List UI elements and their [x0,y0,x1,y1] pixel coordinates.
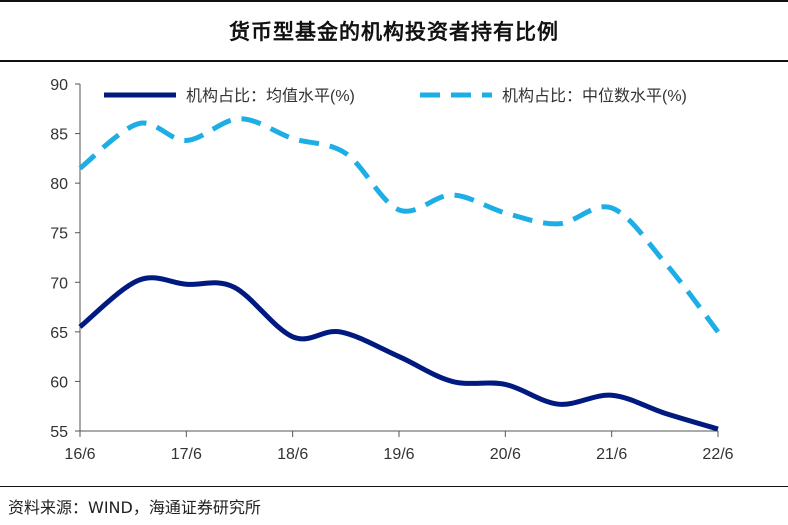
y-tick-label: 70 [50,275,68,292]
x-tick-label: 21/6 [596,446,627,463]
chart-title: 货币型基金的机构投资者持有比例 [229,20,559,44]
x-tick-label: 22/6 [702,446,733,463]
line-chart: 55 60 65 70 75 80 85 90 16/6 17/6 18/6 19/6 20/6 21/6… [50,77,733,463]
y-tick-label: 80 [50,176,68,193]
y-tick-label: 65 [50,325,68,342]
x-tick-label: 16/6 [64,446,95,463]
legend-label-median: 机构占比：中位数水平(%) [502,87,687,105]
y-tick-label: 75 [50,226,68,243]
source-band: 资料来源：WIND，海通证券研究所 [0,486,788,525]
series-line-mean [78,275,719,432]
y-tick-label: 85 [50,127,68,144]
title-band: 货币型基金的机构投资者持有比例 [0,0,788,62]
x-tick-label: 20/6 [490,446,521,463]
chart-area: 55 60 65 70 75 80 85 90 16/6 17/6 18/6 19/6 20/6 21/6… [0,62,788,486]
x-tick-label: 17/6 [171,446,202,463]
x-tick-label: 19/6 [383,446,414,463]
legend-label-mean: 机构占比：均值水平(%) [186,87,355,105]
series-line-median [78,116,720,334]
source-note: 资料来源：WIND，海通证券研究所 [8,498,261,517]
y-tick-label: 55 [50,424,68,441]
y-tick-label: 90 [50,77,68,94]
y-tick-label: 60 [50,374,68,391]
x-tick-label: 18/6 [277,446,308,463]
